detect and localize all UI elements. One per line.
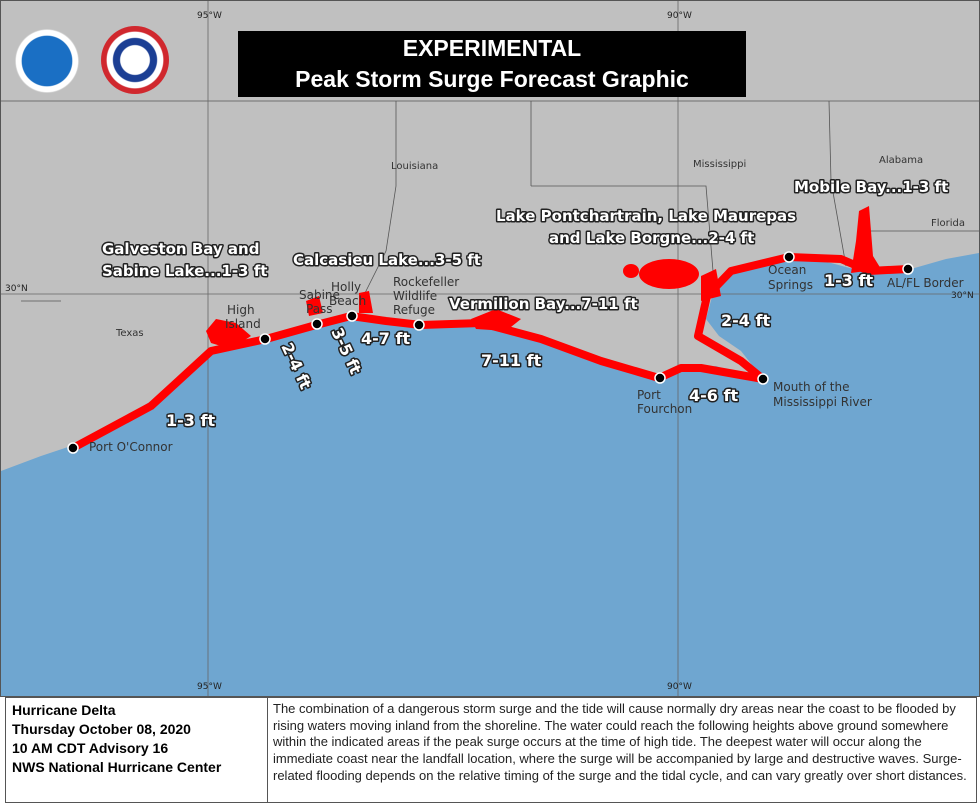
gulf-water [1,253,979,696]
svg-text:Mississippi River: Mississippi River [773,395,872,409]
svg-text:4-6 ft: 4-6 ft [689,386,738,405]
surge-map: 95°W 90°W 95°W 90°W 30°N 30°N Texas Loui… [0,0,980,697]
svg-text:Port O'Connor: Port O'Connor [89,440,173,454]
advisory-info: Hurricane Delta Thursday October 08, 202… [6,698,268,802]
lon-95-bottom: 95°W [197,682,222,692]
info-panel: Hurricane Delta Thursday October 08, 202… [5,697,977,803]
svg-text:4-7 ft: 4-7 ft [361,329,410,348]
lat-30-right: 30°N [951,291,974,301]
nws-logo [101,26,169,94]
storm-name: Hurricane Delta [12,702,116,718]
state-florida: Florida [931,218,965,229]
svg-text:Refuge: Refuge [393,303,435,317]
surge-line [71,253,909,452]
inundation-areas [206,206,881,349]
svg-text:and Lake Borgne...2-4 ft: and Lake Borgne...2-4 ft [549,229,754,247]
svg-text:Mouth of the: Mouth of the [773,380,850,394]
svg-text:2-4 ft: 2-4 ft [721,311,770,330]
svg-text:Fourchon: Fourchon [637,402,692,416]
svg-text:Lake Pontchartrain, Lake Maure: Lake Pontchartrain, Lake Maurepas [496,207,796,225]
agency: NWS National Hurricane Center [12,759,222,775]
state-mississippi: Mississippi [693,159,746,170]
svg-text:1-3 ft: 1-3 ft [824,271,873,290]
svg-text:Galveston Bay and: Galveston Bay and [102,240,259,258]
svg-text:1-3 ft: 1-3 ft [166,411,215,430]
svg-text:Island: Island [225,317,261,331]
lon-90-top: 90°W [667,11,692,21]
disclaimer-text: The combination of a dangerous storm sur… [273,701,967,783]
svg-text:AL/FL Border: AL/FL Border [887,276,964,290]
svg-text:7-11 ft: 7-11 ft [481,351,542,370]
advisory-date: Thursday October 08, 2020 [12,721,191,737]
svg-text:Mobile Bay...1-3 ft: Mobile Bay...1-3 ft [794,178,948,196]
svg-text:Holly: Holly [331,280,361,294]
svg-text:High: High [227,303,255,317]
svg-text:Springs: Springs [768,278,813,292]
lat-30-left: 30°N [5,284,28,294]
svg-text:Rockefeller: Rockefeller [393,275,459,289]
svg-text:Vermilion Bay...7-11 ft: Vermilion Bay...7-11 ft [449,295,638,313]
lon-90-bottom: 90°W [667,682,692,692]
noaa-logo [15,29,79,93]
forecast-points [67,251,914,454]
map-svg: 95°W 90°W 95°W 90°W 30°N 30°N Texas Loui… [1,1,979,696]
svg-text:Port: Port [637,388,661,402]
svg-text:Sabine Lake...1-3 ft: Sabine Lake...1-3 ft [102,262,267,280]
svg-text:Calcasieu Lake...3-5 ft: Calcasieu Lake...3-5 ft [293,251,481,269]
advisory-number: 10 AM CDT Advisory 16 [12,740,169,756]
svg-text:Wildlife: Wildlife [393,289,437,303]
svg-text:Pass: Pass [306,302,333,316]
svg-text:Beach: Beach [329,294,366,308]
state-texas: Texas [115,328,144,339]
lon-95-top: 95°W [197,11,222,21]
state-alabama: Alabama [879,155,923,166]
map-title: EXPERIMENTAL Peak Storm Surge Forecast Gr… [238,31,746,97]
state-louisiana: Louisiana [391,161,438,172]
svg-text:Sabine: Sabine [299,288,340,302]
svg-text:Ocean: Ocean [768,263,806,277]
borders [1,100,979,302]
